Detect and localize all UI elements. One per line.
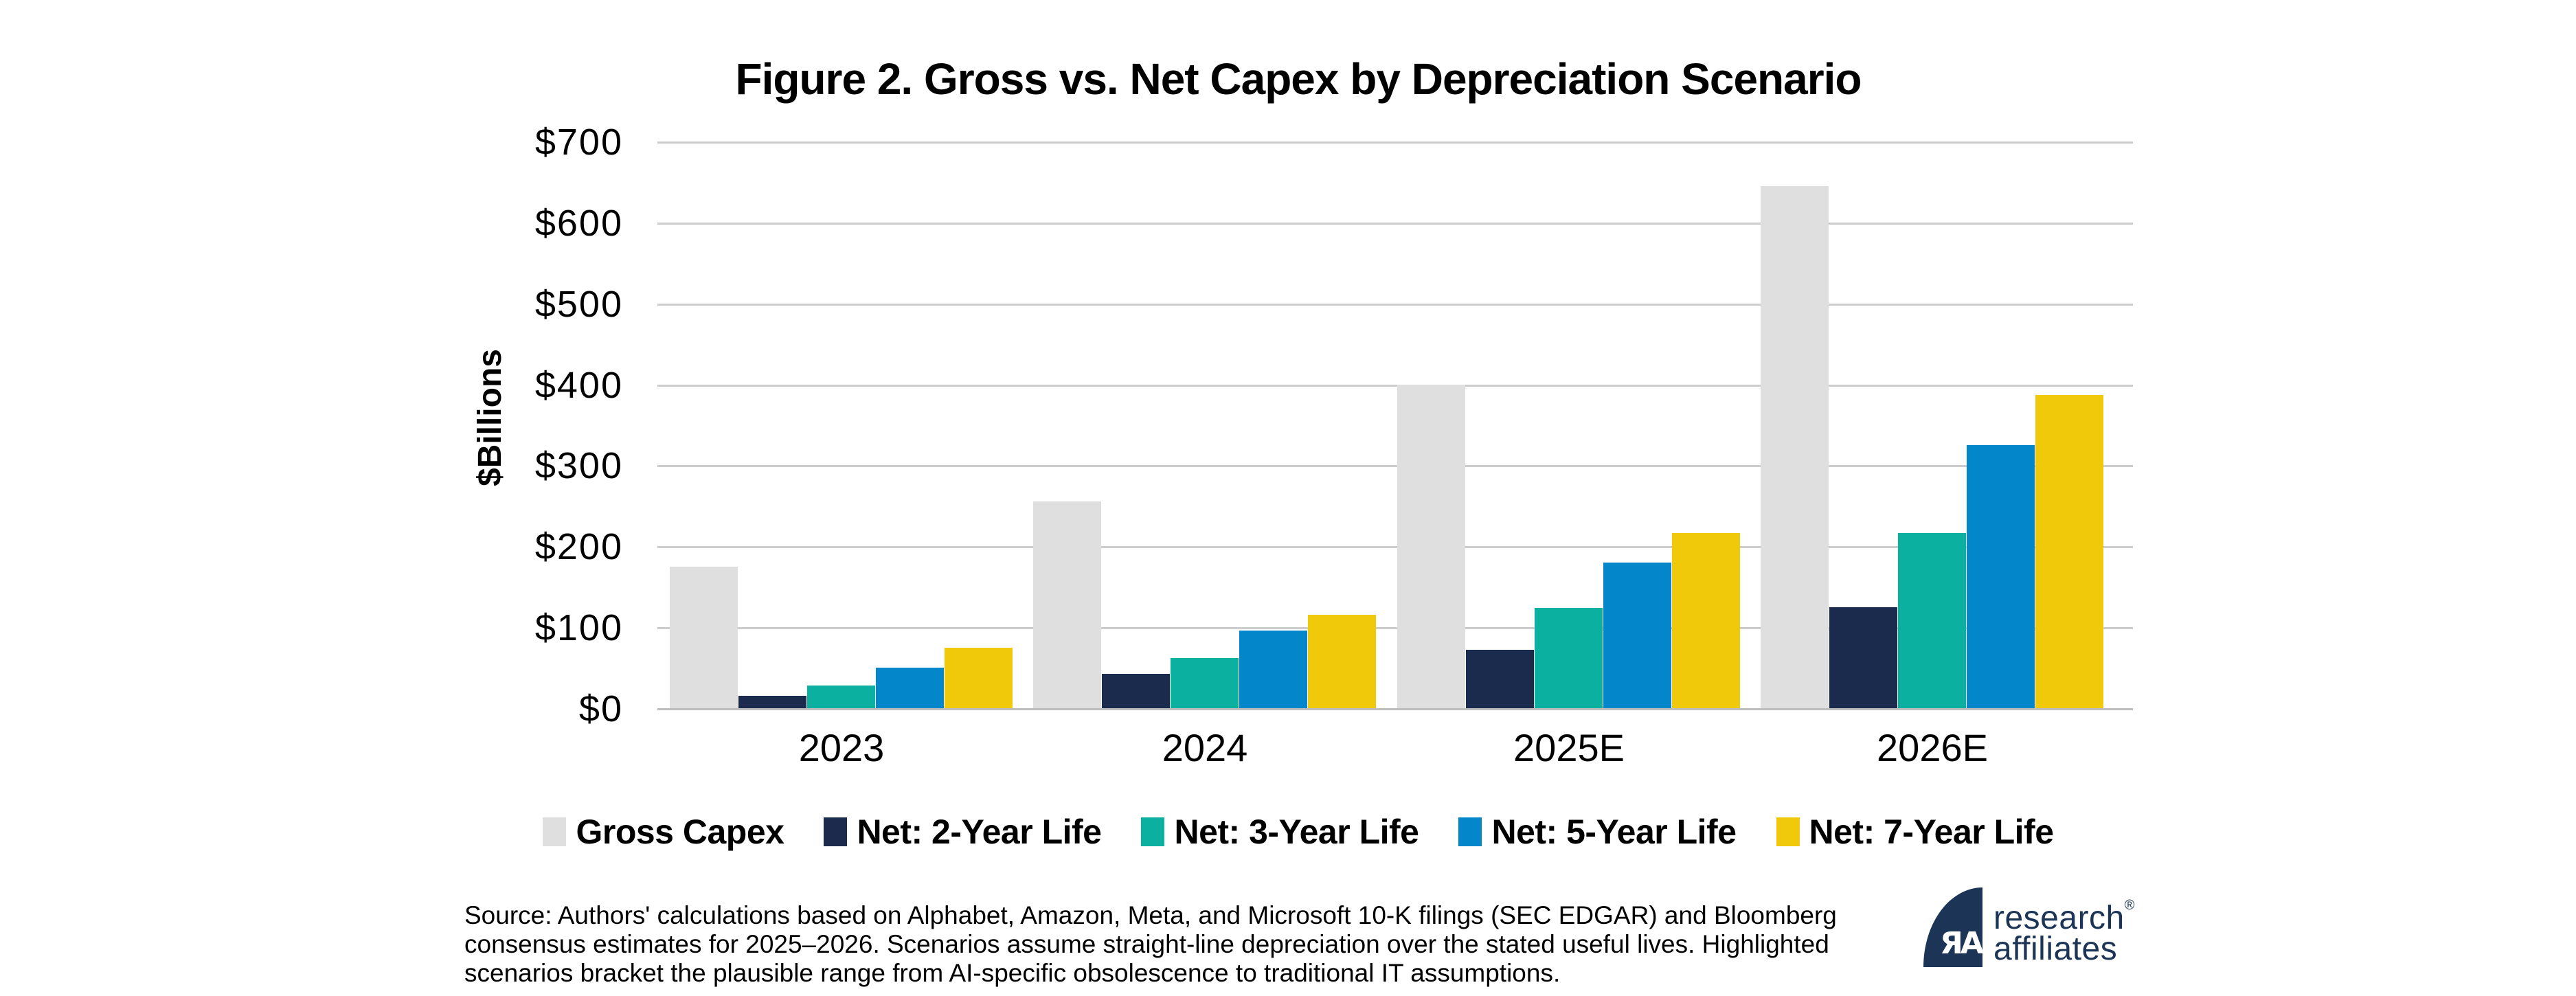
legend-item-gross-capex: Gross Capex xyxy=(543,812,784,852)
legend-label: Net: 7-Year Life xyxy=(1809,813,2055,851)
bar-2023-net-5-year-life xyxy=(876,668,944,708)
y-tick-label: $100 xyxy=(534,607,623,648)
chart-title: Figure 2. Gross vs. Net Capex by Depreci… xyxy=(735,54,1862,104)
bar-2023-gross-capex xyxy=(670,567,738,708)
bar-2024-net-3-year-life xyxy=(1171,658,1239,708)
legend-item-net-7-year-life: Net: 7-Year Life xyxy=(1776,812,2054,852)
x-axis-line xyxy=(657,708,2133,710)
gridline-600 xyxy=(657,223,2133,225)
gridline-200 xyxy=(657,546,2133,548)
source-note-line: scenarios bracket the plausible range fr… xyxy=(464,959,1561,987)
y-tick-label: $500 xyxy=(534,284,623,325)
y-tick-label: $200 xyxy=(534,526,623,567)
bar-2024-net-2-year-life xyxy=(1102,674,1170,708)
y-tick-label: $300 xyxy=(534,445,623,486)
legend-item-net-3-year-life: Net: 3-Year Life xyxy=(1141,812,1419,852)
legend-swatch xyxy=(1458,817,1482,846)
ra-quarter-circle-icon: ЯA xyxy=(1923,887,1982,967)
bar-2026E-net-2-year-life xyxy=(1829,607,1897,708)
y-tick-label: $700 xyxy=(534,122,623,163)
legend-swatch xyxy=(543,817,567,846)
legend-label: Net: 2-Year Life xyxy=(857,813,1102,851)
logo-word-affiliates: affiliates xyxy=(1993,931,2118,967)
x-label-2023: 2023 xyxy=(798,726,885,769)
x-label-2024: 2024 xyxy=(1162,726,1248,769)
bar-2026E-net-7-year-life xyxy=(2035,395,2103,708)
bar-2025E-gross-capex xyxy=(1397,385,1465,708)
legend-label: Net: 3-Year Life xyxy=(1174,813,1419,851)
bar-2023-net-7-year-life xyxy=(945,648,1013,708)
source-note-line: consensus estimates for 2025–2026. Scena… xyxy=(464,930,1829,958)
legend-item-net-5-year-life: Net: 5-Year Life xyxy=(1458,812,1737,852)
source-note-line: Source: Authors' calculations based on A… xyxy=(464,901,1837,929)
research-affiliates-logo: ЯA research® affiliates xyxy=(1923,887,2135,967)
y-tick-label: $600 xyxy=(534,203,623,244)
bar-2024-gross-capex xyxy=(1033,501,1101,708)
bar-2023-net-3-year-life xyxy=(807,686,875,708)
legend-swatch xyxy=(1141,817,1165,846)
gridline-100 xyxy=(657,627,2133,629)
bar-2023-net-2-year-life xyxy=(738,696,806,708)
logo-wordmark: research® affiliates xyxy=(1993,890,2135,967)
legend-swatch xyxy=(824,817,848,846)
x-label-2026e: 2026E xyxy=(1877,726,1988,769)
bar-2024-net-5-year-life xyxy=(1239,631,1307,708)
y-tick-label: $0 xyxy=(578,688,623,729)
legend-item-net-2-year-life: Net: 2-Year Life xyxy=(824,812,1102,852)
legend-label: Net: 5-Year Life xyxy=(1491,813,1737,851)
gridline-700 xyxy=(657,142,2133,144)
legend-swatch xyxy=(1776,817,1800,846)
gridline-500 xyxy=(657,304,2133,306)
bar-2026E-net-5-year-life xyxy=(1967,445,2035,708)
registered-trademark-symbol: ® xyxy=(2124,898,2135,913)
bar-2025E-net-2-year-life xyxy=(1466,650,1534,708)
ra-monogram: ЯA xyxy=(1940,926,1982,961)
source-note: Source: Authors' calculations based on A… xyxy=(464,901,1837,988)
legend-label: Gross Capex xyxy=(576,813,784,851)
bar-2024-net-7-year-life xyxy=(1308,615,1376,708)
logo-word-research: research® xyxy=(1993,898,2135,936)
gridline-400 xyxy=(657,385,2133,387)
bar-2025E-net-5-year-life xyxy=(1603,563,1671,708)
bar-2025E-net-7-year-life xyxy=(1672,533,1740,708)
bar-2025E-net-3-year-life xyxy=(1535,608,1603,708)
legend: Gross Capex Net: 2-Year Life Net: 3-Year L… xyxy=(385,812,2212,852)
bar-2026E-gross-capex xyxy=(1761,186,1829,708)
y-tick-label: $400 xyxy=(534,365,623,406)
gridline-300 xyxy=(657,465,2133,467)
bar-2026E-net-3-year-life xyxy=(1898,533,1966,708)
x-label-2025e: 2025E xyxy=(1513,726,1625,769)
